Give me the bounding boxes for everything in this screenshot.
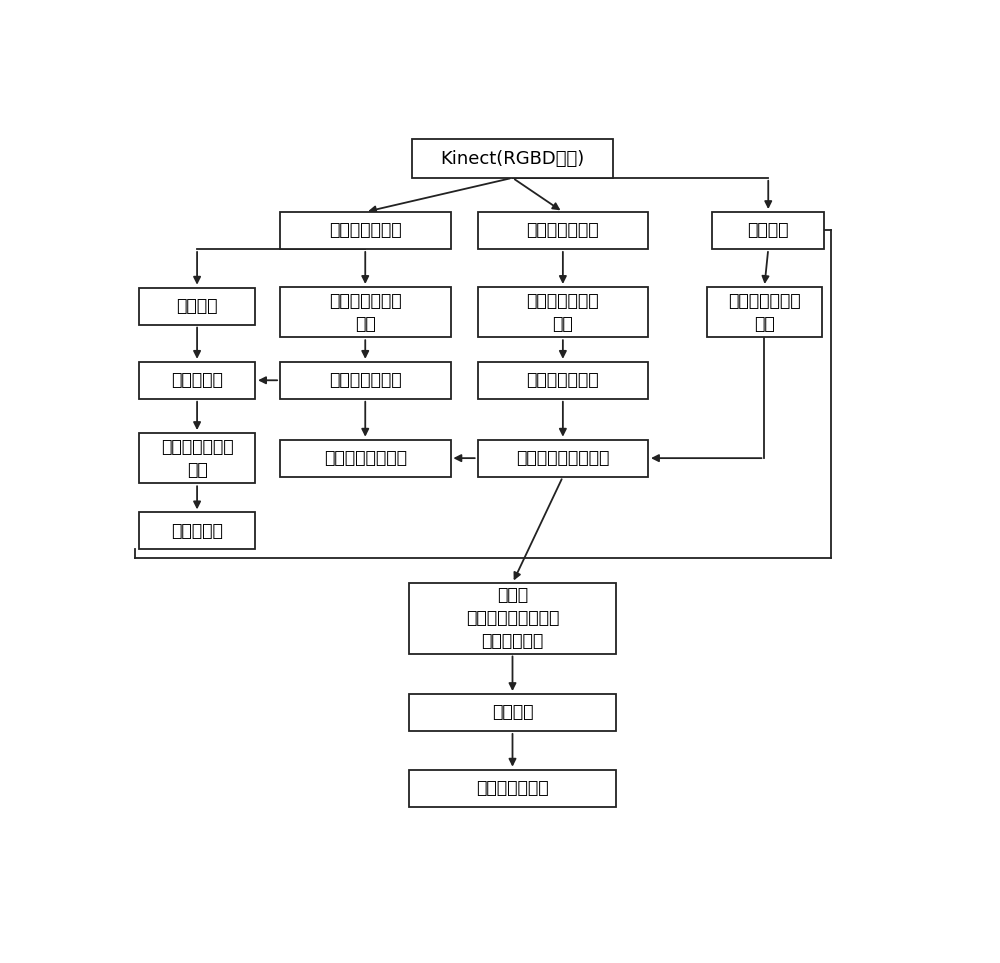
Bar — [409, 694, 616, 731]
Bar — [280, 439, 450, 477]
Bar — [412, 140, 613, 178]
Text: 人物的动作信息: 人物的动作信息 — [527, 372, 599, 389]
Bar — [280, 362, 450, 399]
Text: 人物的面部特征
信息: 人物的面部特征 信息 — [329, 292, 402, 332]
Bar — [712, 212, 824, 249]
Text: 完整的
用户外形、表情、动
作、语音信息: 完整的 用户外形、表情、动 作、语音信息 — [466, 586, 559, 650]
Bar — [139, 288, 255, 325]
Bar — [409, 769, 616, 807]
Text: 通过互联网传输: 通过互联网传输 — [476, 779, 549, 797]
Text: 人物的模型特征信息: 人物的模型特征信息 — [516, 449, 610, 467]
Text: 人物的原始纹理
信息: 人物的原始纹理 信息 — [161, 438, 233, 479]
Text: 人物的表情信息: 人物的表情信息 — [329, 372, 402, 389]
Bar — [478, 212, 648, 249]
Bar — [280, 212, 450, 249]
Bar — [478, 362, 648, 399]
Bar — [409, 583, 616, 654]
Text: 场景的颜色数据: 场景的颜色数据 — [329, 221, 402, 240]
Text: 生成人物三维模型: 生成人物三维模型 — [324, 449, 407, 467]
Text: 投影并提取: 投影并提取 — [171, 372, 223, 389]
Bar — [280, 287, 450, 337]
Text: 语音信息: 语音信息 — [748, 221, 789, 240]
Bar — [139, 512, 255, 549]
Bar — [139, 433, 255, 483]
Text: 场景的深度数据: 场景的深度数据 — [527, 221, 599, 240]
Text: 数据压缩: 数据压缩 — [492, 704, 533, 721]
Bar — [478, 439, 648, 477]
Text: 人物的原始几何
信息: 人物的原始几何 信息 — [728, 292, 801, 332]
Text: Kinect(RGBD相机): Kinect(RGBD相机) — [440, 149, 585, 168]
Text: 人物的肢体特征
信息: 人物的肢体特征 信息 — [527, 292, 599, 332]
Bar — [478, 287, 648, 337]
Text: 积累与优化: 积累与优化 — [171, 522, 223, 540]
Bar — [707, 287, 822, 337]
Bar — [139, 362, 255, 399]
Text: 场景纹理: 场景纹理 — [176, 298, 218, 315]
